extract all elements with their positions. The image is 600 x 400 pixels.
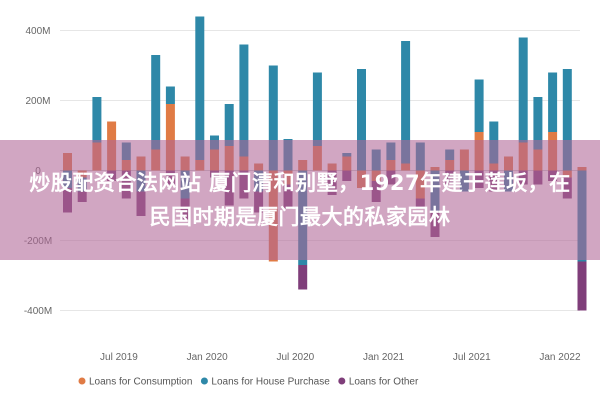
bar-segment [298, 265, 308, 290]
x-tick-label: Jul 2020 [276, 352, 314, 363]
bar-segment [165, 86, 175, 104]
bar-segment [577, 261, 587, 311]
legend-label: Loans for House Purchase [211, 377, 330, 388]
bar-segment [92, 97, 102, 143]
bar-segment [224, 104, 234, 146]
bar-segment [165, 104, 175, 171]
bar-segment [548, 72, 558, 132]
legend-label: Loans for Consumption [89, 377, 192, 388]
legend-label: Loans for Other [349, 377, 419, 388]
x-tick-label: Jan 2020 [187, 352, 229, 363]
caption-banner: 炒股配资合法网站 厦门清和别墅，1927年建于莲坂，在民国时期是厦门最大的私家园… [0, 140, 600, 260]
bar-segment [474, 79, 484, 132]
y-tick-label: 200M [25, 96, 50, 107]
bar-segment [401, 41, 411, 164]
bar-segment [562, 69, 572, 171]
bar-segment [533, 97, 543, 150]
legend: Loans for Consumption Loans for House Pur… [78, 377, 419, 388]
bar-segment [151, 55, 161, 150]
legend-swatch [338, 377, 346, 385]
x-tick-label: Jul 2021 [453, 352, 491, 363]
legend-swatch [200, 377, 208, 385]
caption-text: 炒股配资合法网站 厦门清和别墅，1927年建于莲坂，在民国时期是厦门最大的私家园… [29, 171, 571, 229]
bar-segment [357, 69, 366, 171]
y-tick-label: -400M [24, 306, 52, 317]
bar-segment [312, 72, 322, 146]
x-axis: Jul 2019 Jan 2020 Jul 2020 Jan 2021 Jul 2021… [100, 352, 581, 363]
x-tick-label: Jul 2019 [100, 352, 138, 363]
x-tick-label: Jan 2021 [363, 352, 405, 363]
bar-segment [518, 37, 528, 143]
legend-swatch [78, 377, 86, 385]
bar-segment [268, 65, 278, 171]
x-tick-label: Jan 2022 [539, 352, 581, 363]
bar-segment [239, 44, 249, 157]
bar-segment [195, 16, 205, 160]
y-tick-label: 400M [25, 26, 50, 37]
